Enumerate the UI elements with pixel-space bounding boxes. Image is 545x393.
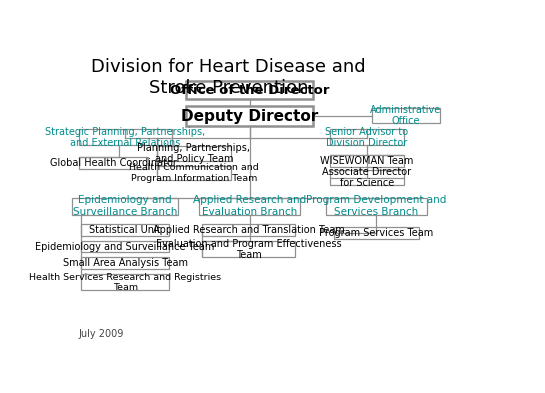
FancyBboxPatch shape xyxy=(81,241,169,252)
FancyBboxPatch shape xyxy=(330,155,404,167)
Text: July 2009: July 2009 xyxy=(78,329,124,339)
FancyBboxPatch shape xyxy=(186,106,313,126)
FancyBboxPatch shape xyxy=(78,129,172,145)
FancyBboxPatch shape xyxy=(330,170,404,185)
Text: Office of the Director: Office of the Director xyxy=(170,84,330,97)
Text: Program Development and
Services Branch: Program Development and Services Branch xyxy=(306,195,447,217)
Text: Small Area Analysis Team: Small Area Analysis Team xyxy=(63,258,187,268)
FancyBboxPatch shape xyxy=(81,274,169,290)
FancyBboxPatch shape xyxy=(330,129,404,145)
Text: Applied Research and
Evaluation Branch: Applied Research and Evaluation Branch xyxy=(193,195,306,217)
Text: Epidemiology and
Surveillance Branch: Epidemiology and Surveillance Branch xyxy=(73,195,177,217)
Text: Division for Heart Disease and
Stroke Prevention: Division for Heart Disease and Stroke Pr… xyxy=(92,58,366,97)
FancyBboxPatch shape xyxy=(81,224,169,236)
Text: Health Services Research and Registries
Team: Health Services Research and Registries … xyxy=(29,273,221,292)
Text: Planning, Partnerships,
and Policy Team: Planning, Partnerships, and Policy Team xyxy=(137,143,250,165)
FancyBboxPatch shape xyxy=(372,108,440,123)
Text: Deputy Director: Deputy Director xyxy=(181,108,318,123)
FancyBboxPatch shape xyxy=(157,166,231,180)
Text: Evaluation and Program Effectiveness
Team: Evaluation and Program Effectiveness Tea… xyxy=(156,239,342,260)
FancyBboxPatch shape xyxy=(202,241,295,257)
FancyBboxPatch shape xyxy=(78,157,148,169)
FancyBboxPatch shape xyxy=(157,147,231,161)
Text: Global Health Coordinator: Global Health Coordinator xyxy=(50,158,177,168)
FancyBboxPatch shape xyxy=(202,224,295,236)
Text: WISEWOMAN Team: WISEWOMAN Team xyxy=(320,156,414,166)
FancyBboxPatch shape xyxy=(72,198,178,215)
FancyBboxPatch shape xyxy=(334,227,419,239)
Text: Administrative
Office: Administrative Office xyxy=(371,105,441,127)
FancyBboxPatch shape xyxy=(81,257,169,269)
Text: Statistical Unit: Statistical Unit xyxy=(89,225,161,235)
Text: Associate Director
for Science: Associate Director for Science xyxy=(323,167,411,188)
Text: Epidemiology and Surveillance Team: Epidemiology and Surveillance Team xyxy=(35,242,215,252)
Text: Health Communication and
Program Information Team: Health Communication and Program Informa… xyxy=(129,163,259,183)
FancyBboxPatch shape xyxy=(186,81,313,99)
FancyBboxPatch shape xyxy=(326,198,427,215)
Text: Applied Research and Translation Team: Applied Research and Translation Team xyxy=(153,225,345,235)
Text: Strategic Planning, Partnerships,
and External Relations: Strategic Planning, Partnerships, and Ex… xyxy=(45,127,205,148)
FancyBboxPatch shape xyxy=(199,198,300,215)
Text: Program Services Team: Program Services Team xyxy=(319,228,434,238)
Text: Senior Advisor to
Division Director: Senior Advisor to Division Director xyxy=(325,127,409,148)
